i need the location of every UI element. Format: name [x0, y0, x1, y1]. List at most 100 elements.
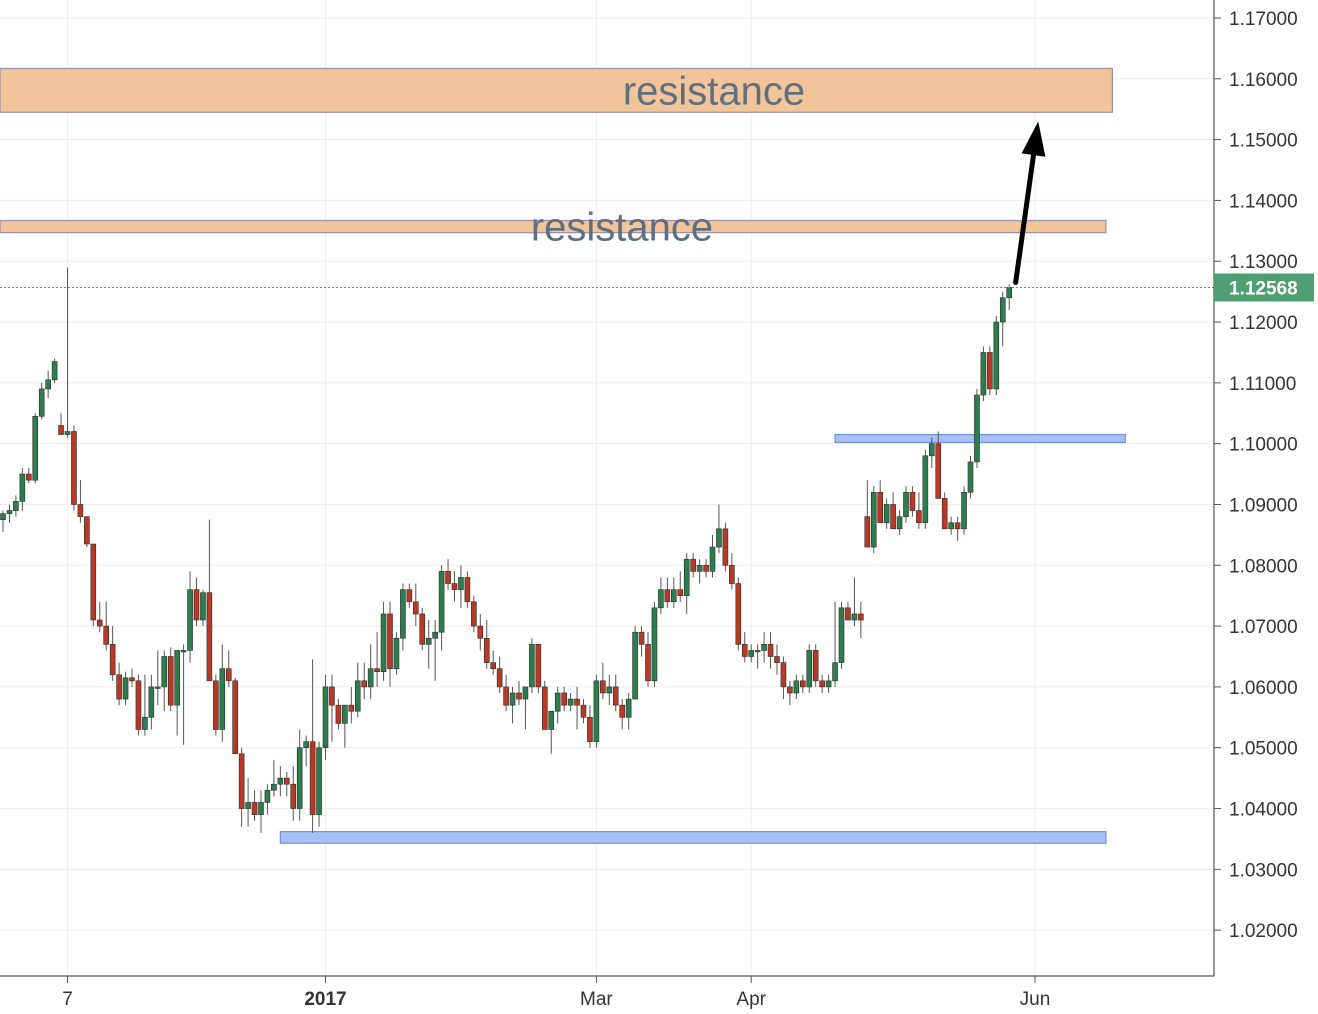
- candle-up: [851, 613, 858, 621]
- candle-up: [948, 522, 954, 530]
- candle-down: [451, 583, 458, 590]
- candle-up: [174, 650, 180, 706]
- candle-up: [200, 592, 206, 621]
- candle-down: [283, 777, 290, 785]
- candle-down: [877, 492, 884, 524]
- candle-up: [32, 416, 39, 481]
- last-price-badge-bg: [1214, 273, 1314, 302]
- chart-grid: [0, 0, 1214, 976]
- candle-up: [432, 631, 438, 639]
- zone-labels: resistance resistance: [531, 69, 805, 249]
- price-tick-label: 1.11000: [1229, 374, 1296, 395]
- candle-up: [928, 443, 935, 457]
- price-tick-label: 1.08000: [1229, 556, 1298, 577]
- candle-down: [309, 741, 316, 815]
- zone-label: resistance: [531, 206, 713, 250]
- candle-up: [748, 650, 755, 657]
- resistance-zone: [0, 219, 1107, 234]
- candle-down: [490, 662, 497, 669]
- candle-down: [135, 680, 142, 730]
- time-tick-label: Apr: [736, 989, 766, 1010]
- candle-up: [6, 510, 13, 514]
- candle-up: [522, 686, 529, 700]
- candle-down: [225, 668, 232, 682]
- candle-up: [367, 668, 374, 688]
- resistance-zone: [0, 67, 1114, 113]
- candle-up: [993, 321, 1000, 390]
- time-tick-label: 2017: [304, 989, 346, 1010]
- candlestick-series: [0, 267, 1013, 833]
- candle-down: [587, 717, 593, 742]
- candle-down: [574, 698, 580, 706]
- trend-arrow: [1013, 121, 1046, 286]
- candle-down: [909, 492, 916, 511]
- candle-down: [477, 625, 484, 639]
- candle-down: [858, 613, 864, 621]
- price-tick-label: 1.12000: [1229, 313, 1298, 334]
- candle-down: [329, 686, 335, 706]
- candle-up: [303, 741, 309, 749]
- candle-up: [554, 692, 561, 712]
- candle-up: [625, 698, 632, 718]
- candle-up: [19, 473, 26, 502]
- candle-down: [71, 431, 77, 505]
- candle-up: [64, 431, 71, 435]
- candle-up: [187, 589, 193, 651]
- price-axis-ticks[interactable]: 1.17000 1.16000 1.15000 1.14000 1.13000 1.120…: [1214, 9, 1298, 942]
- candle-up: [438, 571, 445, 633]
- candle-up: [832, 662, 838, 682]
- candle-up: [632, 631, 638, 700]
- candle-down: [864, 516, 871, 548]
- candle-down: [290, 783, 297, 809]
- candle-down: [58, 425, 64, 435]
- candle-up: [529, 644, 535, 688]
- price-tick-label: 1.10000: [1229, 435, 1298, 456]
- candle-down: [387, 613, 393, 669]
- candle-down: [600, 680, 606, 694]
- candle-down: [987, 352, 993, 390]
- candle-down: [496, 668, 503, 688]
- candle-up: [122, 677, 129, 700]
- price-tick-label: 1.16000: [1229, 70, 1298, 91]
- candle-down: [767, 644, 774, 657]
- candle-up: [903, 492, 909, 517]
- candle-down: [25, 473, 32, 481]
- candle-up: [548, 710, 555, 730]
- candle-up: [980, 352, 987, 396]
- candle-up: [393, 637, 400, 669]
- candle-down: [703, 564, 709, 572]
- candle-up: [148, 686, 155, 718]
- candle-down: [916, 510, 922, 524]
- candle-down: [96, 619, 103, 627]
- price-tick-label: 1.05000: [1229, 739, 1298, 760]
- candle-down: [612, 686, 619, 706]
- candle-up: [974, 394, 980, 463]
- candle-down: [677, 589, 684, 596]
- candle-up: [45, 379, 51, 390]
- candle-up: [896, 516, 903, 530]
- support-zone: [834, 433, 1126, 444]
- candle-down: [77, 504, 84, 517]
- candle-up: [322, 686, 329, 749]
- price-tick-label: 1.07000: [1229, 617, 1298, 638]
- candle-down: [445, 571, 451, 584]
- candle-down: [780, 662, 787, 688]
- candle-up: [754, 650, 761, 653]
- time-tick-label: Jun: [1020, 989, 1051, 1010]
- candle-up: [606, 686, 613, 694]
- candle-down: [116, 674, 122, 700]
- price-tick-label: 1.02000: [1229, 921, 1298, 942]
- candle-down: [412, 601, 419, 615]
- price-zones: [0, 67, 1126, 844]
- candle-down: [845, 607, 851, 621]
- price-tick-label: 1.06000: [1229, 678, 1298, 699]
- candle-down: [335, 704, 342, 724]
- candle-down: [251, 802, 258, 815]
- time-axis-ticks[interactable]: 7 2017 Mar Apr Jun: [62, 976, 1050, 1010]
- candle-down: [103, 625, 109, 645]
- candle-up: [883, 504, 890, 524]
- last-price-badge: 1.12568: [1214, 273, 1314, 302]
- candle-down: [374, 668, 380, 673]
- candle-up: [999, 297, 1006, 323]
